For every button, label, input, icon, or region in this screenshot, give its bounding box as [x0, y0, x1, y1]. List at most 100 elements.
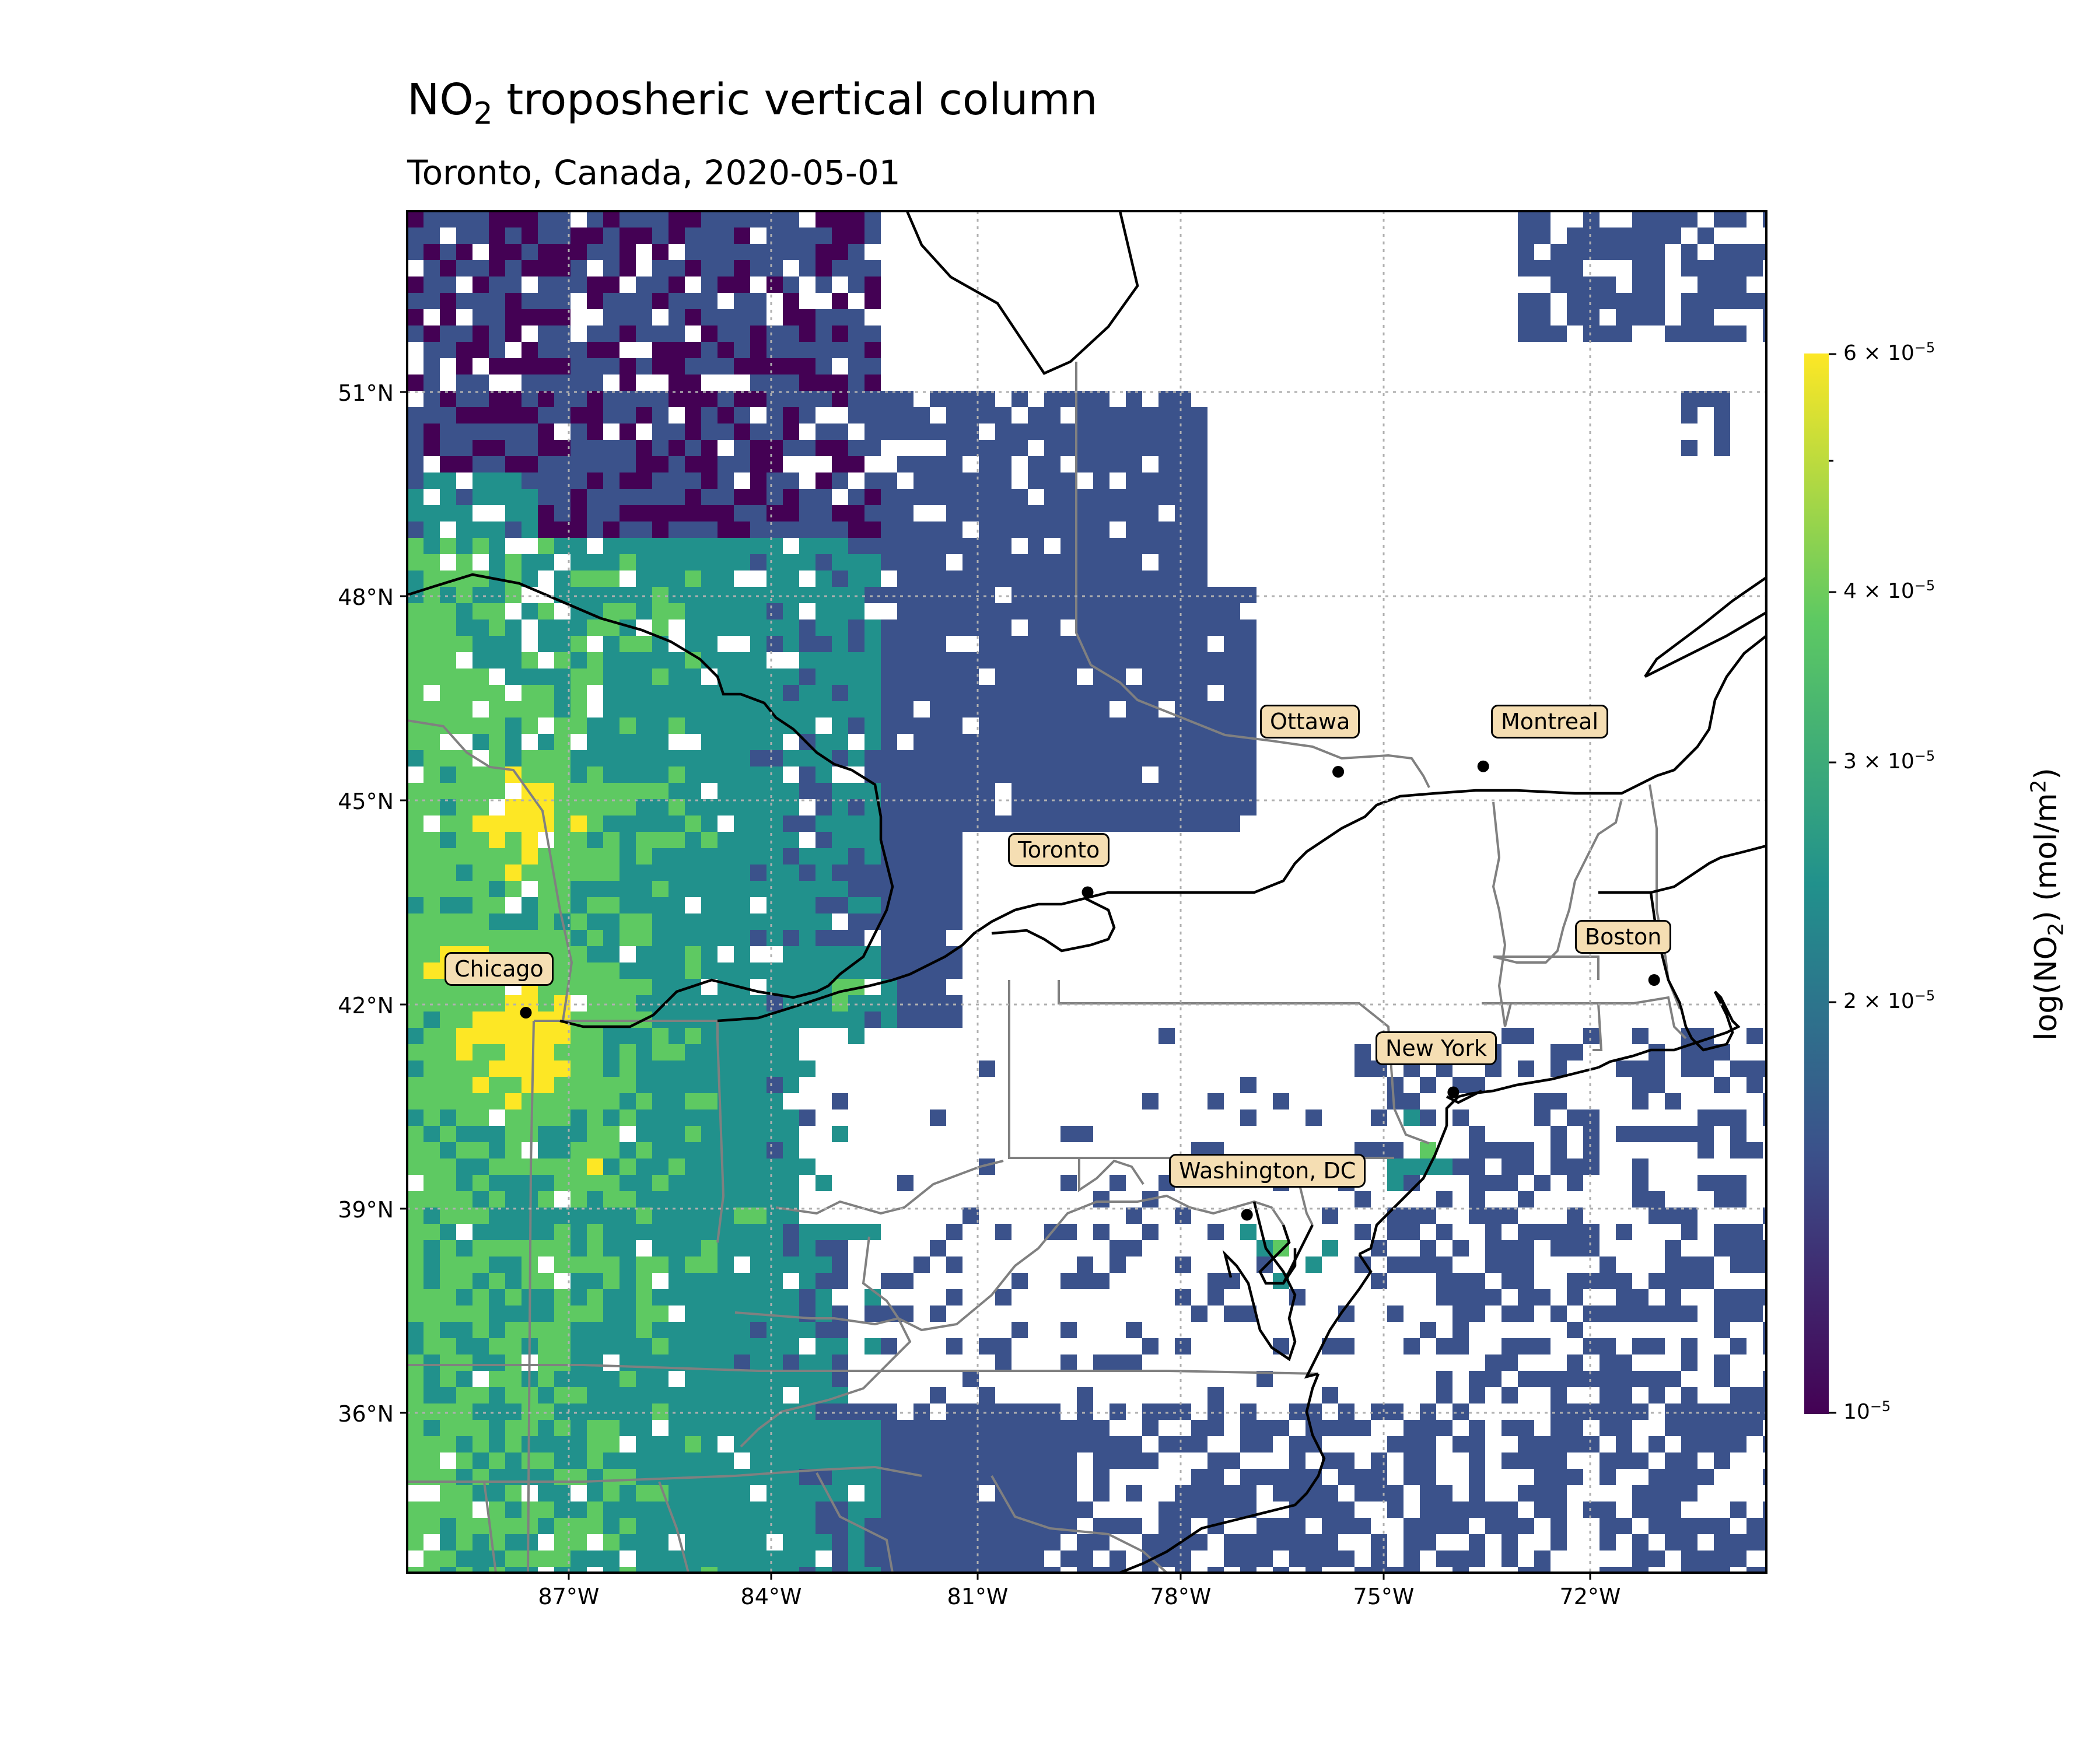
no2-cell — [701, 766, 718, 783]
no2-cell — [1763, 1567, 1766, 1573]
no2-cell — [1060, 424, 1077, 440]
no2-cell — [424, 1567, 440, 1573]
no2-cell — [1763, 244, 1766, 260]
no2-cell — [734, 816, 750, 832]
no2-cell — [979, 1387, 995, 1404]
no2-cell — [734, 326, 750, 342]
no2-cell — [473, 374, 489, 391]
no2-cell — [456, 832, 473, 848]
no2-cell — [799, 244, 816, 260]
no2-cell — [1632, 293, 1648, 309]
no2-cell — [522, 554, 538, 570]
no2-cell — [832, 1485, 848, 1502]
no2-cell — [603, 1550, 620, 1567]
no2-cell — [424, 293, 440, 309]
no2-cell — [407, 1452, 424, 1469]
no2-cell — [1420, 1485, 1436, 1502]
no2-cell — [1322, 1550, 1338, 1567]
no2-cell — [1256, 1469, 1273, 1485]
no2-cell — [505, 1028, 522, 1044]
no2-cell — [652, 685, 668, 701]
no2-cell — [1730, 1550, 1746, 1567]
no2-cell — [832, 848, 848, 864]
no2-cell — [718, 1420, 734, 1436]
no2-cell — [554, 1534, 570, 1550]
no2-cell — [424, 979, 440, 995]
no2-cell — [424, 864, 440, 881]
no2-cell — [914, 1452, 930, 1469]
no2-cell — [783, 293, 799, 309]
no2-cell — [1322, 1534, 1338, 1550]
no2-cell — [734, 1354, 750, 1371]
no2-cell — [570, 228, 587, 244]
no2-cell — [652, 1110, 668, 1126]
no2-cell — [505, 799, 522, 816]
no2-cell — [816, 358, 832, 374]
no2-cell — [1028, 1469, 1044, 1485]
no2-cell — [489, 1208, 505, 1224]
no2-cell — [750, 799, 766, 816]
no2-cell — [522, 1077, 538, 1093]
no2-cell — [587, 1224, 603, 1240]
no2-cell — [1746, 260, 1763, 276]
no2-cell — [1534, 1469, 1550, 1485]
no2-cell — [489, 1550, 505, 1567]
no2-cell — [750, 293, 766, 309]
no2-cell — [1518, 1567, 1534, 1573]
no2-cell — [1158, 1404, 1175, 1420]
no2-cell — [750, 1518, 766, 1534]
no2-cell — [1763, 293, 1766, 309]
no2-cell — [587, 342, 603, 358]
no2-cell — [897, 407, 914, 424]
no2-cell — [1060, 1420, 1077, 1436]
no2-cell — [914, 587, 930, 603]
no2-cell — [636, 1224, 652, 1240]
no2-cell — [603, 946, 620, 963]
no2-cell — [603, 1534, 620, 1550]
no2-cell — [685, 456, 701, 473]
no2-cell — [603, 734, 620, 750]
no2-cell — [783, 1126, 799, 1142]
no2-cell — [1322, 1502, 1338, 1518]
no2-cell — [1224, 1306, 1240, 1322]
no2-cell — [652, 1289, 668, 1306]
no2-cell — [505, 1436, 522, 1452]
no2-cell — [522, 668, 538, 685]
no2-cell — [440, 1224, 456, 1240]
no2-cell — [473, 570, 489, 587]
no2-cell — [897, 652, 914, 668]
no2-cell — [1469, 1534, 1485, 1550]
no2-cell — [489, 701, 505, 718]
no2-cell — [816, 1224, 832, 1240]
no2-cell — [620, 799, 636, 816]
no2-cell — [1730, 1534, 1746, 1550]
no2-cell — [1158, 391, 1175, 407]
no2-cell — [750, 587, 766, 603]
no2-cell — [489, 473, 505, 489]
no2-cell — [570, 570, 587, 587]
no2-cell — [554, 1322, 570, 1338]
no2-cell — [979, 489, 995, 505]
no2-cell — [946, 489, 963, 505]
no2-cell — [750, 1126, 766, 1142]
no2-cell — [1632, 1371, 1648, 1387]
no2-cell — [881, 1404, 897, 1420]
no2-cell — [1077, 505, 1093, 522]
no2-cell — [587, 1191, 603, 1208]
no2-cell — [505, 1452, 522, 1469]
no2-cell — [489, 864, 505, 881]
city-marker-montreal — [1477, 760, 1489, 772]
colorbar-tick-6e-5: 6 × 10−5 — [1843, 340, 1936, 365]
no2-cell — [489, 309, 505, 326]
no2-cell — [620, 1387, 636, 1404]
no2-cell — [1616, 1452, 1632, 1469]
no2-cell — [652, 1534, 668, 1550]
no2-cell — [750, 374, 766, 391]
no2-cell — [685, 522, 701, 538]
map-title: NO2 troposheric vertical column — [407, 75, 1098, 131]
no2-cell — [587, 783, 603, 799]
no2-cell — [636, 914, 652, 930]
no2-cell — [685, 1142, 701, 1158]
no2-cell — [848, 587, 864, 603]
no2-cell — [848, 554, 864, 570]
